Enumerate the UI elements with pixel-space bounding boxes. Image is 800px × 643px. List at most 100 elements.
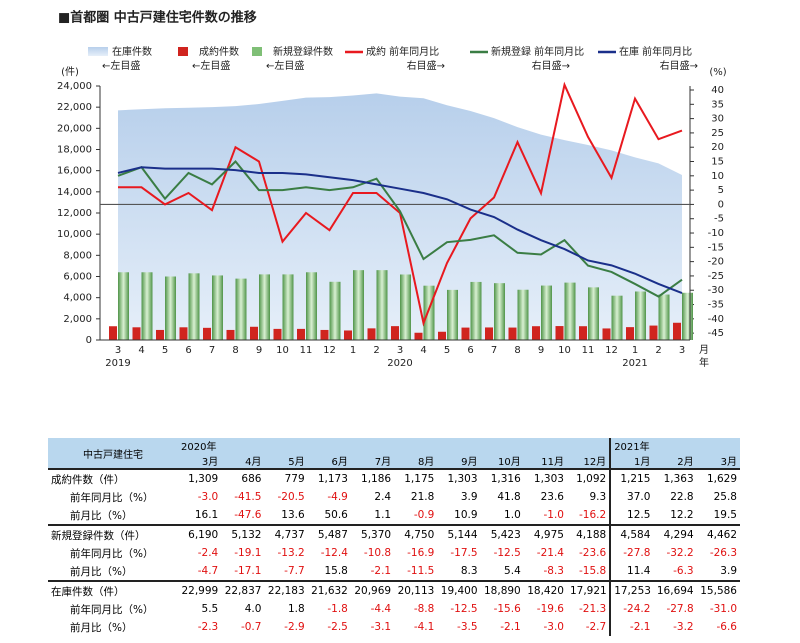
table-cell: -21.4 <box>536 547 564 559</box>
month-header: 7月 <box>350 453 395 469</box>
bar <box>188 273 200 340</box>
x-tick-label: 2 <box>373 345 379 356</box>
table-cell: 1,092 <box>566 468 611 488</box>
table-cell: -17.1 <box>234 565 262 577</box>
x-tick-label: 6 <box>467 345 473 356</box>
bar <box>297 328 305 340</box>
table-cell: 10.9 <box>454 509 478 521</box>
y-tick-label: 10,000 <box>57 229 92 240</box>
y-tick-label: 14,000 <box>57 187 92 198</box>
bar <box>259 274 270 340</box>
table-cell: 1,316 <box>480 468 524 488</box>
table-cell: -0.9 <box>413 509 435 521</box>
table-cell: 1,175 <box>394 468 438 488</box>
table-cell: 1,215 <box>609 468 654 488</box>
x-tick-label: 7 <box>491 345 497 356</box>
bar <box>438 331 446 340</box>
bar <box>329 281 341 340</box>
bar <box>532 326 540 340</box>
x-tick-label: 6 <box>185 345 191 356</box>
month-header: 10月 <box>480 453 524 469</box>
x-tick-label: 8 <box>514 345 520 356</box>
table-cell: 41.8 <box>497 491 521 503</box>
chart-title: ■首都圏 中古戸建住宅件数の推移 <box>58 10 257 26</box>
table-cell: 21,632 <box>307 580 351 600</box>
bar <box>649 325 658 340</box>
x-tick-label: 3 <box>397 345 403 356</box>
y-tick-label: 18,000 <box>57 145 92 156</box>
x-tick-label: 9 <box>256 345 262 356</box>
table-cell: 17,253 <box>609 580 654 600</box>
y-tick-label: 8,000 <box>63 250 92 261</box>
legend-label: 成約件数 <box>199 45 239 58</box>
bar <box>344 330 352 340</box>
table-cell: -6.3 <box>673 565 694 577</box>
legend-label: 新規登録件数 <box>273 45 333 58</box>
table-cell: -32.2 <box>666 547 694 559</box>
row-label: 前月比（%） <box>70 621 133 634</box>
bar <box>203 327 211 340</box>
table-cell: -0.7 <box>240 621 262 633</box>
legend-axis-note: 右目盛→ <box>660 59 698 72</box>
table-cell: -1.8 <box>327 603 348 615</box>
legend-label: 成約 前年同月比 <box>366 45 439 58</box>
bar <box>517 289 529 340</box>
x-tick-label: 3 <box>115 345 121 356</box>
sub-row: 前年同月比（%） -3.0 -41.5 -20.5 -4.9 2.4 21.8 3.9 41.8… <box>48 488 740 506</box>
table-cell: -16.2 <box>579 509 607 521</box>
bar <box>588 287 599 340</box>
month-header: 2月 <box>653 453 697 469</box>
x-tick-label: 12 <box>605 345 618 356</box>
y-tick-label: 0 <box>86 335 92 346</box>
table-cell: -26.3 <box>709 547 737 559</box>
bar <box>414 332 423 340</box>
month-header: 4月 <box>221 453 265 469</box>
month-header: 12月 <box>566 453 611 469</box>
table-cell: 3.9 <box>460 491 478 503</box>
x-tick-label: 7 <box>209 345 215 356</box>
table-cell: 5,487 <box>307 524 351 544</box>
y2-tick-label: -35 <box>708 300 724 311</box>
table-cell: 37.0 <box>609 488 654 506</box>
x-tick-label: 11 <box>582 345 595 356</box>
table-cell: -2.1 <box>609 618 654 636</box>
table-cell: -1.0 <box>543 509 564 521</box>
bar <box>250 326 258 340</box>
bar <box>461 327 470 340</box>
y2-tick-label: -30 <box>708 285 724 296</box>
table-cell: 15,586 <box>696 580 740 600</box>
table-cell: -13.2 <box>277 547 305 559</box>
bar <box>226 329 235 340</box>
table-cell: 4,584 <box>609 524 654 544</box>
table-cell: -27.8 <box>666 603 694 615</box>
bar <box>376 270 388 340</box>
sub-row: 前月比（%） -4.7 -17.1 -7.7 15.8 -2.1 -11.5 8.3 5.4 -8… <box>48 562 740 581</box>
table-cell: 4,294 <box>653 524 697 544</box>
y2-tick-label: 25 <box>711 128 724 139</box>
bar <box>470 281 482 340</box>
table-cell: 1,309 <box>178 468 222 488</box>
table-cell: 22,837 <box>221 580 265 600</box>
x-tick-label: 9 <box>538 345 544 356</box>
month-header: 5月 <box>264 453 308 469</box>
table-cell: -2.5 <box>327 621 348 633</box>
y2-tick-label: 5 <box>718 185 724 196</box>
table-cell: 16.1 <box>194 509 219 521</box>
table-cell: -24.2 <box>609 600 654 618</box>
month-header: 11月 <box>523 453 567 469</box>
table-cell: -3.0 <box>543 621 564 633</box>
table-cell: -3.5 <box>457 621 478 633</box>
table-cell: 23.6 <box>540 491 564 503</box>
bar <box>541 285 552 340</box>
table-cell: -19.6 <box>536 603 564 615</box>
table-cell: -47.6 <box>234 509 262 521</box>
table-cell: -2.7 <box>585 621 607 633</box>
year-label: 2019 <box>105 358 130 369</box>
x-tick-label: 1 <box>350 345 356 356</box>
data-table: 中古戸建住宅 2020年 2021年 3月 4月 5月 6月 7月 8月 9月 10月 11月 12月 1… <box>48 438 740 636</box>
table-cell: 18,420 <box>523 580 567 600</box>
table-cell: 5,132 <box>221 524 265 544</box>
bar <box>282 274 294 340</box>
row-label: 成約件数（件） <box>48 468 178 488</box>
